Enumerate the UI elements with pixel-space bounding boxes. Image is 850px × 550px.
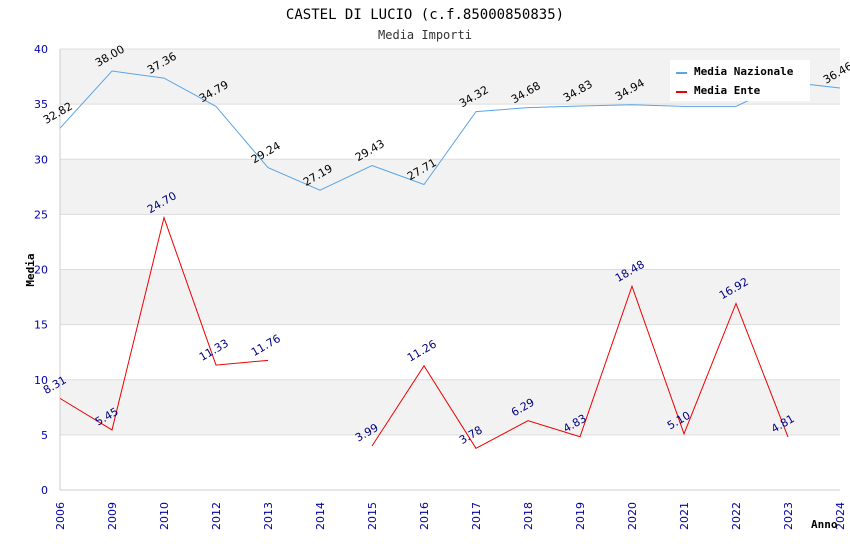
legend-label-media-nazionale: Media Nazionale (694, 65, 794, 78)
y-tick-label: 20 (34, 264, 48, 277)
x-tick-label-2016: 2016 (418, 502, 431, 530)
chart-subtitle: Media Importi (378, 28, 472, 42)
x-axis-title: Anno (811, 518, 838, 531)
x-axis-ticks: 2006 2009 2010 2012 2013 2014 2015 2016 2017 2018… (54, 502, 847, 530)
x-tick-label-2006: 2006 (54, 502, 67, 530)
y-tick-label: 25 (34, 208, 48, 221)
y-tick-label: 35 (34, 98, 48, 111)
x-tick-label-2017: 2017 (470, 502, 483, 530)
x-tick-label-2015: 2015 (366, 502, 379, 530)
chart-title: CASTEL DI LUCIO (c.f.85000850835) (286, 7, 564, 23)
x-tick-label-2019: 2019 (574, 502, 587, 530)
y-tick-label: 10 (34, 374, 48, 387)
y-axis-ticks: 0 5 10 15 20 25 30 35 40 (34, 43, 48, 497)
y-tick-label: 15 (34, 319, 48, 332)
x-tick-label-2021: 2021 (678, 502, 691, 530)
x-tick-label-2024: 2024 (834, 502, 847, 530)
data-label-media-ente: 11.76 (249, 332, 283, 359)
plot-background-bands (60, 49, 840, 435)
x-tick-label-2023: 2023 (782, 502, 795, 530)
series-line-media-nazionale-0 (59, 70, 841, 191)
x-tick-label-2014: 2014 (314, 502, 327, 530)
y-tick-label: 0 (41, 484, 48, 497)
y-tick-label: 5 (41, 429, 48, 442)
x-tick-label-2012: 2012 (210, 502, 223, 530)
data-label-media-ente: 11.26 (405, 337, 439, 364)
y-tick-label: 40 (34, 43, 48, 56)
series-group (59, 70, 841, 449)
y-axis-title: Media (24, 253, 37, 286)
x-tick-label-2009: 2009 (106, 502, 119, 530)
legend: Media Nazionale Media Ente (670, 60, 810, 101)
series-line-media-ente-0 (59, 215, 269, 431)
y-tick-label: 30 (34, 153, 48, 166)
x-tick-label-2022: 2022 (730, 502, 743, 530)
legend-box (670, 60, 810, 101)
x-tick-label-2020: 2020 (626, 502, 639, 530)
legend-label-media-ente: Media Ente (694, 84, 761, 97)
band-25 (60, 159, 840, 215)
x-tick-label-2018: 2018 (522, 502, 535, 530)
x-tick-label-2013: 2013 (262, 502, 275, 530)
band-15 (60, 269, 840, 325)
x-tick-label-2010: 2010 (158, 502, 171, 530)
series-line-media-ente-1 (371, 284, 789, 449)
